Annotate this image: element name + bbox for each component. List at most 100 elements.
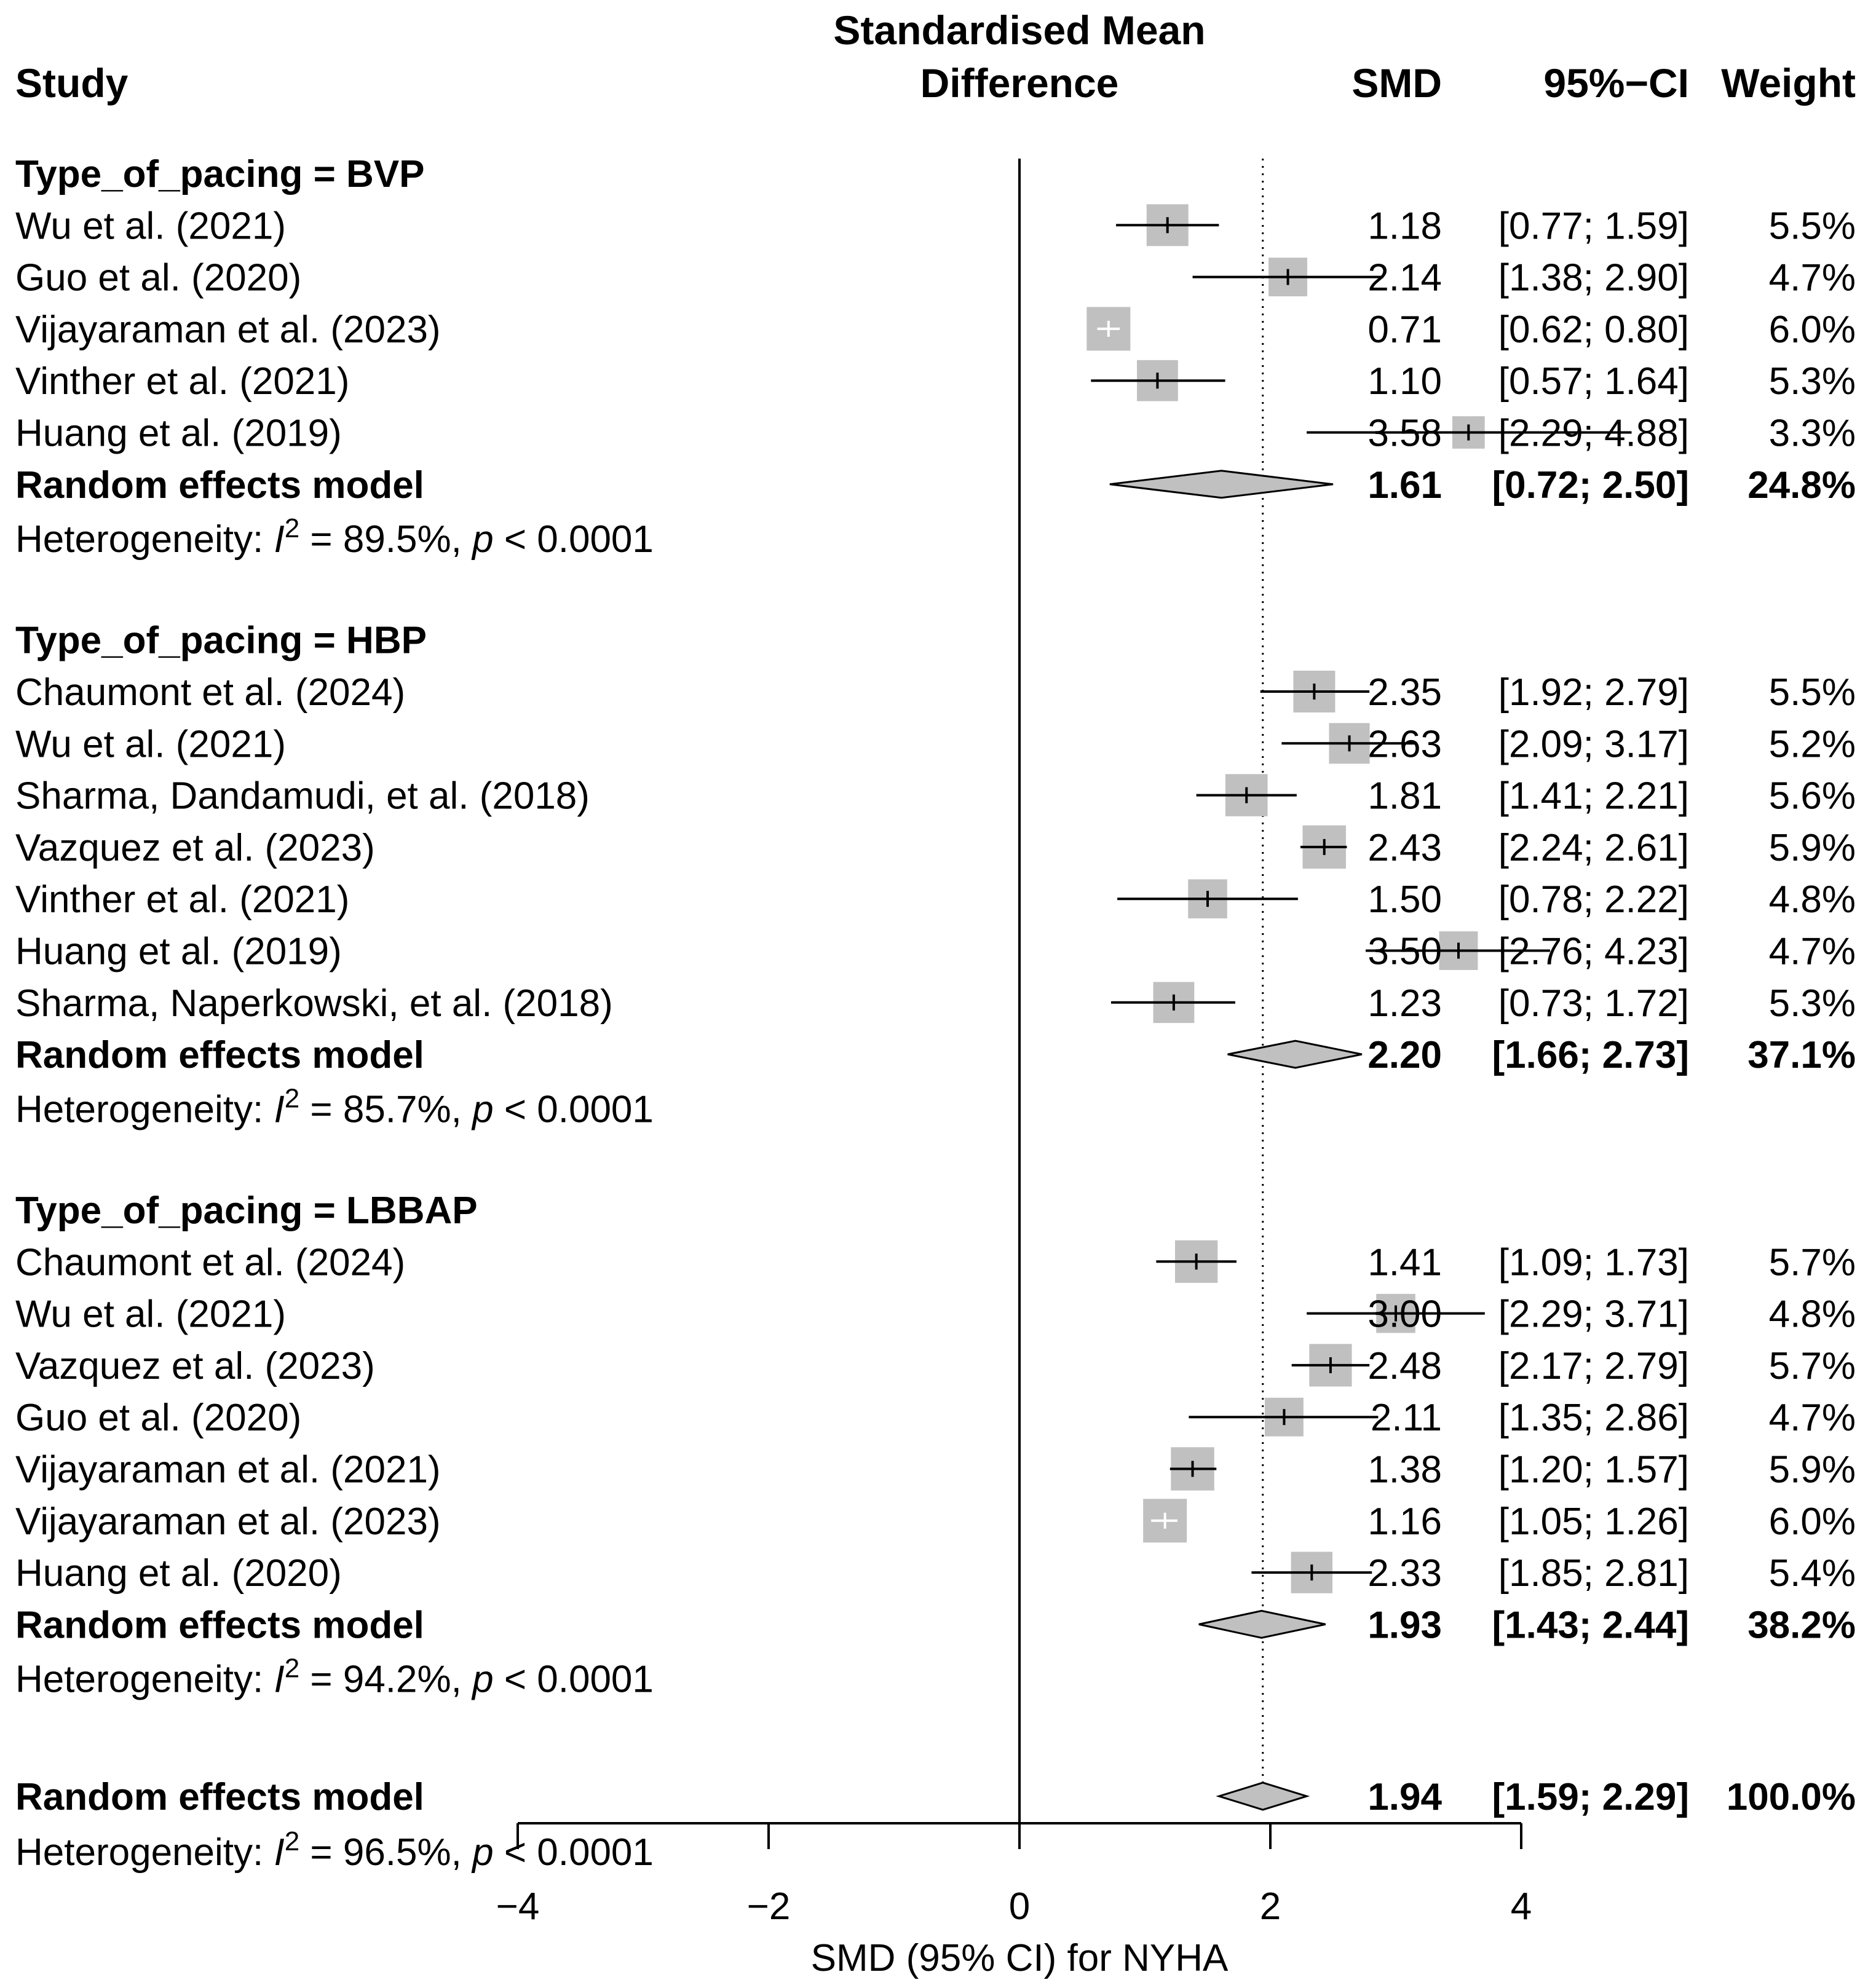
study-name: Guo et al. (2020)	[15, 257, 301, 299]
overall-heterogeneity: Heterogeneity: I2 = 96.5%, p < 0.0001	[15, 1826, 654, 1874]
subgroup-model-label: Random effects model	[15, 1034, 424, 1076]
study-smd: 2.43	[1367, 827, 1442, 869]
study-ci: [1.38; 2.90]	[1498, 257, 1689, 299]
study-mark	[1192, 258, 1383, 297]
study-smd: 3.58	[1367, 412, 1442, 455]
study-name: Chaumont et al. (2024)	[15, 671, 405, 714]
pooled-diamond	[1227, 1039, 1363, 1069]
study-ci: [2.76; 4.23]	[1498, 931, 1689, 973]
study-name: Wu et al. (2021)	[15, 205, 286, 247]
pooled-diamond	[1198, 1609, 1326, 1639]
study-mark	[1251, 1552, 1372, 1593]
study-name: Sharma, Dandamudi, et al. (2018)	[15, 775, 590, 818]
subgroup-model-ci: [1.66; 2.73]	[1492, 1034, 1689, 1076]
table-rows: Type_of_pacing = BVP Wu et al. (2021) 1.18…	[15, 153, 1856, 1874]
study-mark	[1086, 307, 1131, 351]
header-effect-line1: Standardised Mean	[833, 7, 1205, 53]
header-study: Study	[15, 60, 129, 106]
x-tick-label: 2	[1260, 1885, 1281, 1928]
study-smd: 1.23	[1367, 982, 1442, 1025]
subgroup-model-ci: [1.43; 2.44]	[1492, 1604, 1689, 1646]
study-name: Vinther et al. (2021)	[15, 360, 349, 403]
study-name: Vinther et al. (2021)	[15, 878, 349, 921]
study-mark	[1156, 1240, 1237, 1283]
overall-model-ci: [1.59; 2.29]	[1492, 1776, 1689, 1818]
study-name: Guo et al. (2020)	[15, 1397, 301, 1439]
study-name: Chaumont et al. (2024)	[15, 1241, 405, 1284]
study-mark	[1117, 879, 1298, 918]
subgroup-model-smd: 1.93	[1367, 1604, 1442, 1646]
subgroup-heterogeneity: Heterogeneity: I2 = 89.5%, p < 0.0001	[15, 513, 654, 561]
study-mark	[1260, 670, 1370, 713]
study-ci: [0.77; 1.59]	[1498, 205, 1689, 247]
study-smd: 1.38	[1367, 1449, 1442, 1491]
study-mark	[1189, 1397, 1379, 1437]
pooled-diamond	[1109, 470, 1334, 499]
study-name: Huang et al. (2020)	[15, 1552, 342, 1595]
overall-model-weight: 100.0%	[1727, 1776, 1856, 1818]
study-ci: [1.92; 2.79]	[1498, 671, 1689, 714]
study-smd: 2.48	[1367, 1345, 1442, 1387]
subgroup-model-weight: 37.1%	[1747, 1034, 1856, 1076]
study-ci: [1.41; 2.21]	[1498, 775, 1689, 818]
study-weight: 5.9%	[1769, 1449, 1856, 1491]
reference-lines	[1018, 159, 1264, 1823]
pooled-diamond	[1216, 1781, 1310, 1811]
subgroup-heterogeneity: Heterogeneity: I2 = 85.7%, p < 0.0001	[15, 1083, 654, 1130]
study-smd: 3.00	[1367, 1293, 1442, 1336]
study-weight: 5.5%	[1769, 205, 1856, 247]
study-ci: [0.62; 0.80]	[1498, 309, 1689, 351]
study-mark	[1169, 1447, 1217, 1491]
study-smd: 2.11	[1371, 1397, 1442, 1439]
study-weight: 3.3%	[1769, 412, 1856, 455]
study-ci: [1.05; 1.26]	[1498, 1501, 1689, 1543]
study-mark	[1366, 931, 1550, 970]
x-axis-title: SMD (95% CI) for NYHA	[811, 1937, 1229, 1979]
study-mark	[1281, 723, 1417, 764]
study-weight: 5.4%	[1769, 1552, 1856, 1595]
study-name: Sharma, Naperkowski, et al. (2018)	[15, 982, 613, 1025]
study-ci: [1.20; 1.57]	[1498, 1449, 1689, 1491]
study-name: Vazquez et al. (2023)	[15, 827, 375, 869]
study-mark	[1291, 1344, 1370, 1387]
x-tick-label: −4	[496, 1885, 540, 1928]
study-smd: 2.33	[1367, 1552, 1442, 1595]
study-weight: 5.9%	[1769, 827, 1856, 869]
subgroup-model-smd: 2.20	[1367, 1034, 1442, 1076]
study-mark	[1110, 982, 1235, 1024]
study-weight: 4.7%	[1769, 1397, 1856, 1439]
study-mark	[1307, 1293, 1485, 1333]
study-smd: 1.18	[1367, 205, 1442, 247]
subgroup-model-ci: [0.72; 2.50]	[1492, 464, 1689, 507]
study-mark	[1196, 774, 1297, 816]
subgroup-heterogeneity: Heterogeneity: I2 = 94.2%, p < 0.0001	[15, 1654, 654, 1701]
study-mark	[1143, 1499, 1187, 1543]
study-smd: 1.50	[1367, 878, 1442, 921]
study-name: Huang et al. (2019)	[15, 931, 342, 973]
study-smd: 2.35	[1367, 671, 1442, 714]
study-ci: [2.29; 4.88]	[1498, 412, 1689, 455]
study-mark	[1300, 825, 1347, 869]
study-ci: [0.78; 2.22]	[1498, 878, 1689, 921]
header-smd: SMD	[1352, 60, 1442, 106]
study-smd: 1.81	[1367, 775, 1442, 818]
study-mark	[1307, 416, 1632, 449]
header: Study Standardised Mean Difference SMD 9…	[15, 7, 1856, 106]
study-weight: 5.3%	[1769, 982, 1856, 1025]
x-tick-label: 0	[1009, 1885, 1030, 1928]
overall-model-label: Random effects model	[15, 1776, 424, 1818]
study-ci: [0.73; 1.72]	[1498, 982, 1689, 1025]
study-ci: [2.29; 3.71]	[1498, 1293, 1689, 1336]
study-weight: 4.8%	[1769, 878, 1856, 921]
plot-marks	[1086, 204, 1632, 1811]
study-smd: 2.63	[1367, 723, 1442, 765]
subgroup-model-weight: 24.8%	[1747, 464, 1856, 507]
x-tick-label: −2	[747, 1885, 791, 1928]
study-smd: 3.50	[1367, 931, 1442, 973]
study-smd: 1.10	[1367, 360, 1442, 403]
study-weight: 5.7%	[1769, 1345, 1856, 1387]
study-ci: [0.57; 1.64]	[1498, 360, 1689, 403]
header-effect-line2: Difference	[920, 60, 1119, 106]
study-name: Wu et al. (2021)	[15, 1293, 286, 1336]
